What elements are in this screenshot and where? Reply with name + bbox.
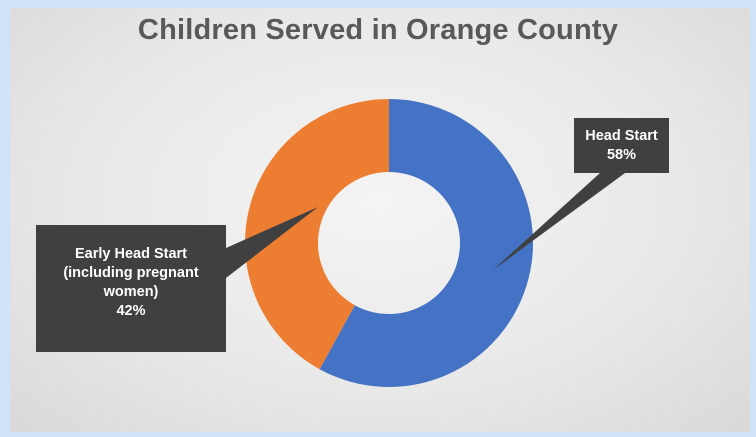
data-label-category: women) xyxy=(103,284,159,300)
data-label-percent: 42% xyxy=(116,303,145,319)
chart-title: Children Served in Orange County xyxy=(137,14,619,46)
callout-pointer xyxy=(493,173,625,270)
callout-box xyxy=(574,118,669,173)
data-label-category: Early Head Start xyxy=(75,246,187,262)
donut-slice-early-head-start xyxy=(245,99,389,370)
callout-pointer xyxy=(226,207,318,278)
data-label-percent: 58% xyxy=(607,147,636,163)
callout-box xyxy=(36,225,226,352)
data-label-category: Head Start xyxy=(585,128,658,144)
data-label-category: (including pregnant xyxy=(63,265,198,281)
donut-slice-head-start xyxy=(319,99,533,388)
